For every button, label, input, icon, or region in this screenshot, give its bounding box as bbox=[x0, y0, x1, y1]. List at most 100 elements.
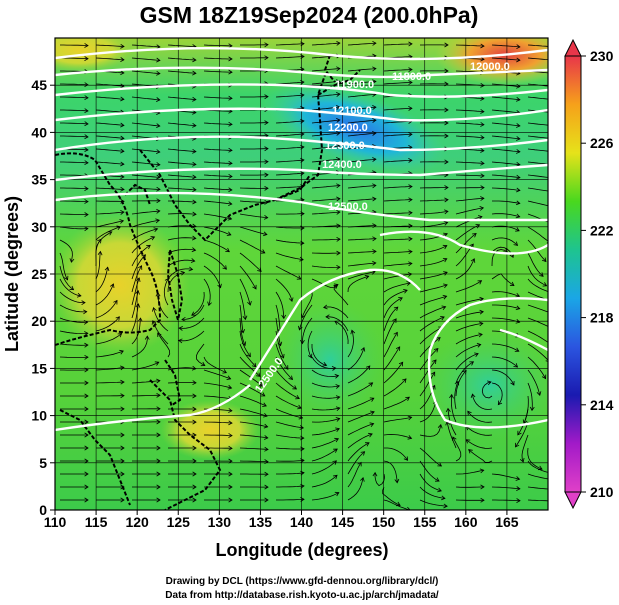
streamline bbox=[347, 238, 377, 241]
streamline bbox=[419, 187, 449, 189]
streamline-arrowhead bbox=[155, 218, 160, 224]
streamline bbox=[275, 213, 305, 215]
streamline-arrowhead bbox=[228, 420, 233, 426]
streamline-arrowhead bbox=[120, 43, 125, 49]
streamline bbox=[527, 44, 548, 47]
streamline-arrowhead bbox=[336, 117, 341, 123]
streamline bbox=[347, 347, 365, 371]
streamline-arrowhead bbox=[156, 208, 161, 214]
streamline bbox=[167, 44, 196, 48]
streamline-arrowhead bbox=[516, 83, 521, 89]
y-tick-label: 5 bbox=[39, 455, 47, 471]
streamline bbox=[239, 226, 267, 235]
streamline-arrowhead bbox=[360, 346, 366, 352]
streamline-arrowhead bbox=[437, 462, 443, 467]
streamline-arrowhead bbox=[480, 56, 485, 62]
streamline-arrowhead bbox=[431, 384, 436, 390]
streamline-arrowhead bbox=[372, 223, 377, 229]
contour-label: 12500.0 bbox=[328, 201, 368, 213]
streamline-arrowhead bbox=[470, 258, 476, 263]
streamline bbox=[347, 119, 376, 124]
streamline-arrowhead bbox=[334, 373, 340, 379]
streamline bbox=[131, 254, 146, 280]
streamline bbox=[491, 213, 520, 218]
streamline-arrowhead bbox=[336, 250, 341, 256]
streamline-arrowhead bbox=[478, 332, 483, 338]
streamline-arrowhead bbox=[503, 248, 509, 253]
streamline-arrowhead bbox=[299, 256, 304, 262]
streamline-arrowhead bbox=[135, 277, 141, 282]
streamline-arrowhead bbox=[120, 365, 125, 371]
streamline-arrowhead bbox=[470, 393, 476, 398]
streamline-arrowhead bbox=[515, 305, 521, 311]
streamline-arrowhead bbox=[300, 225, 305, 231]
streamline-arrowhead bbox=[443, 221, 449, 226]
streamline bbox=[311, 185, 340, 189]
streamline-arrowhead bbox=[300, 54, 305, 60]
streamline-arrowhead bbox=[300, 79, 305, 85]
streamline-arrowhead bbox=[84, 445, 89, 451]
streamline-arrowhead bbox=[442, 258, 448, 263]
streamline bbox=[527, 148, 548, 152]
streamline-arrowhead bbox=[120, 96, 125, 102]
streamline-arrowhead bbox=[434, 477, 440, 482]
streamline bbox=[383, 306, 399, 332]
streamline bbox=[527, 187, 548, 192]
streamline bbox=[239, 265, 257, 290]
streamline-arrowhead bbox=[480, 160, 485, 166]
streamline bbox=[383, 133, 412, 137]
streamline-arrowhead bbox=[264, 42, 269, 48]
streamline-arrowhead bbox=[300, 446, 305, 452]
streamline bbox=[95, 57, 124, 61]
streamline-arrowhead bbox=[301, 313, 306, 319]
streamline-arrowhead bbox=[333, 283, 339, 288]
streamline-arrowhead bbox=[541, 374, 547, 380]
streamline bbox=[275, 421, 304, 429]
streamline-arrowhead bbox=[449, 393, 454, 399]
streamline bbox=[383, 273, 412, 280]
streamline bbox=[203, 96, 233, 99]
streamline bbox=[491, 187, 520, 191]
streamline-arrowhead bbox=[156, 432, 161, 438]
cool-anomaly-east bbox=[420, 330, 548, 440]
streamline-arrowhead bbox=[120, 432, 125, 438]
streamline-arrowhead bbox=[393, 306, 399, 312]
streamline-arrowhead bbox=[513, 363, 519, 368]
streamline-arrowhead bbox=[264, 446, 269, 452]
streamline-arrowhead bbox=[541, 257, 547, 263]
streamline bbox=[465, 439, 493, 449]
streamline-arrowhead bbox=[150, 236, 156, 241]
streamline bbox=[131, 219, 160, 228]
streamline bbox=[347, 423, 374, 436]
contour-label: 12100.0 bbox=[332, 105, 372, 117]
streamline-arrowhead bbox=[408, 132, 413, 137]
streamline bbox=[167, 122, 196, 127]
streamline bbox=[527, 226, 548, 242]
streamline-arrowhead bbox=[156, 484, 161, 490]
streamline bbox=[347, 225, 377, 228]
streamline bbox=[311, 475, 338, 488]
streamline bbox=[383, 82, 413, 85]
streamline bbox=[419, 337, 441, 358]
streamline-arrowhead bbox=[477, 215, 483, 220]
colorbar: 230 226 222 218 214 210 bbox=[564, 38, 614, 510]
colorbar-tick-label: 230 bbox=[590, 48, 614, 64]
streamline-arrowhead bbox=[553, 499, 557, 503]
streamline-arrowhead bbox=[116, 225, 122, 231]
streamline-arrowhead bbox=[402, 378, 407, 383]
streamline-arrowhead bbox=[264, 497, 269, 503]
lat-lon-grid bbox=[55, 38, 548, 510]
streamline bbox=[59, 330, 88, 335]
streamline-arrowhead bbox=[479, 468, 485, 474]
streamline bbox=[311, 344, 327, 366]
streamline bbox=[491, 317, 520, 323]
streamline bbox=[527, 135, 548, 139]
streamline bbox=[311, 492, 339, 501]
streamline-arrowhead bbox=[226, 231, 232, 236]
streamline-arrowhead bbox=[480, 109, 485, 114]
streamline-arrowhead bbox=[475, 224, 481, 229]
streamline-arrowhead bbox=[84, 95, 89, 101]
x-tick-label: 130 bbox=[208, 514, 232, 530]
streamline bbox=[59, 291, 85, 303]
streamline-arrowhead bbox=[516, 44, 521, 50]
